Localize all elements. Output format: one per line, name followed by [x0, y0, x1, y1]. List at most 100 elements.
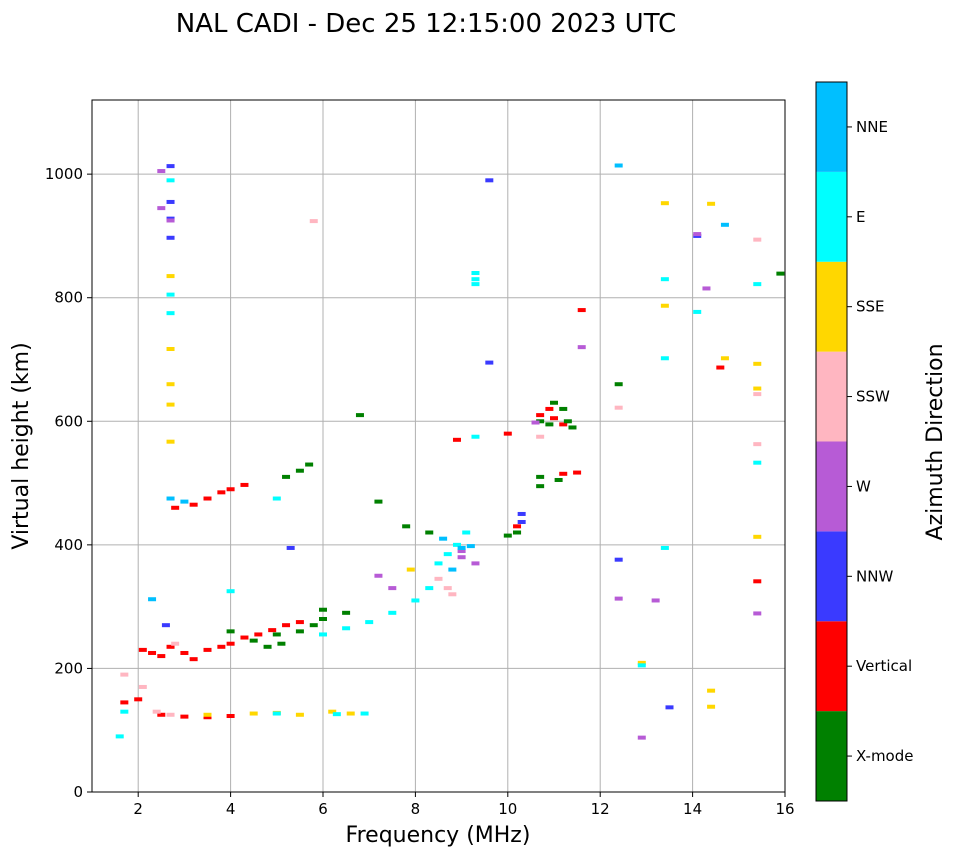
point-vertical	[157, 654, 166, 659]
point-vertical	[452, 437, 461, 442]
point-sse	[166, 382, 175, 387]
point-vertical	[513, 524, 522, 529]
point-vertical	[203, 715, 212, 720]
point-sse	[346, 711, 355, 716]
colorbar-segment	[816, 531, 847, 622]
colorbar-segment	[816, 82, 847, 172]
colorbar-segment	[816, 171, 847, 262]
point-vertical	[503, 431, 512, 436]
x-tick-label: 6	[318, 800, 328, 818]
point-e	[365, 620, 374, 625]
point-e	[388, 610, 397, 615]
point-x-mode	[249, 638, 258, 643]
point-w	[166, 218, 175, 223]
x-axis-label: Frequency (MHz)	[346, 823, 531, 848]
point-nnw	[166, 199, 175, 204]
point-x-mode	[355, 413, 364, 418]
point-nnw	[161, 623, 170, 628]
point-sse	[637, 660, 646, 665]
point-vertical	[559, 422, 568, 427]
point-e	[471, 271, 480, 275]
point-vertical	[138, 647, 147, 652]
point-sse	[720, 356, 729, 361]
point-e	[637, 663, 646, 668]
y-tick-label: 0	[73, 783, 83, 801]
x-tick-label: 12	[591, 800, 610, 818]
point-vertical	[577, 308, 586, 313]
point-nnw	[485, 360, 494, 365]
point-vertical	[217, 490, 226, 495]
point-vertical	[217, 644, 226, 649]
colorbar-segment	[816, 351, 847, 442]
point-e	[471, 282, 480, 287]
point-nne	[457, 545, 466, 550]
grid	[92, 100, 786, 793]
point-sse	[753, 361, 762, 366]
point-e	[319, 632, 327, 637]
colorbar-segment	[816, 441, 847, 532]
point-x-mode	[226, 629, 235, 634]
point-vertical	[240, 482, 249, 487]
point-e	[425, 586, 434, 591]
point-w	[577, 345, 586, 350]
point-ssw	[753, 442, 762, 447]
point-vertical	[226, 487, 235, 492]
point-nne	[448, 567, 457, 572]
x-tick-label: 4	[226, 800, 236, 818]
plot-frame	[91, 99, 786, 793]
point-x-mode	[554, 477, 563, 482]
colorbar-tick-label: X-mode	[856, 747, 913, 765]
point-e	[272, 496, 281, 501]
point-sse	[249, 711, 258, 716]
point-nne	[180, 499, 189, 504]
point-ssw	[152, 709, 161, 714]
y-tick-label: 200	[54, 659, 83, 677]
point-e	[342, 626, 351, 631]
point-vertical	[559, 471, 568, 476]
colorbar-tick-label: W	[856, 477, 871, 495]
point-x-mode	[614, 382, 623, 387]
point-sse	[707, 201, 716, 206]
point-sse	[753, 534, 762, 539]
point-e	[166, 311, 175, 316]
point-sse	[328, 709, 337, 714]
point-nnw	[485, 178, 494, 183]
point-w	[614, 596, 623, 601]
point-vertical	[203, 496, 212, 501]
point-nne	[720, 222, 729, 227]
point-vertical	[189, 657, 198, 662]
point-vertical	[226, 714, 235, 719]
point-x-mode	[309, 623, 318, 628]
point-nnw	[517, 519, 526, 524]
point-w	[531, 420, 540, 425]
point-nnw	[665, 705, 674, 710]
point-e	[434, 561, 443, 566]
point-e	[166, 178, 175, 183]
y-tick-label: 800	[54, 289, 83, 307]
point-vertical	[148, 650, 157, 655]
point-e	[693, 309, 702, 314]
x-tick-label: 14	[683, 800, 702, 818]
point-x-mode	[374, 499, 383, 504]
point-x-mode	[342, 610, 351, 615]
point-e	[226, 589, 235, 594]
point-x-mode	[513, 530, 522, 535]
point-ssw	[166, 712, 175, 717]
point-nnw	[166, 235, 175, 240]
point-ssw	[443, 586, 452, 591]
y-tick-label: 400	[54, 536, 83, 554]
point-vertical	[203, 647, 212, 652]
point-vertical	[716, 365, 725, 370]
point-e	[471, 434, 480, 439]
colorbar-label: Azimuth Direction	[923, 343, 948, 540]
point-ssw	[753, 392, 762, 397]
point-vertical	[180, 650, 189, 655]
point-sse	[660, 303, 669, 308]
colorbar-frame	[815, 81, 848, 802]
point-x-mode	[282, 474, 291, 479]
point-vertical	[120, 700, 129, 705]
point-ssw	[536, 434, 545, 439]
point-sse	[660, 201, 669, 206]
point-vertical	[180, 714, 189, 719]
